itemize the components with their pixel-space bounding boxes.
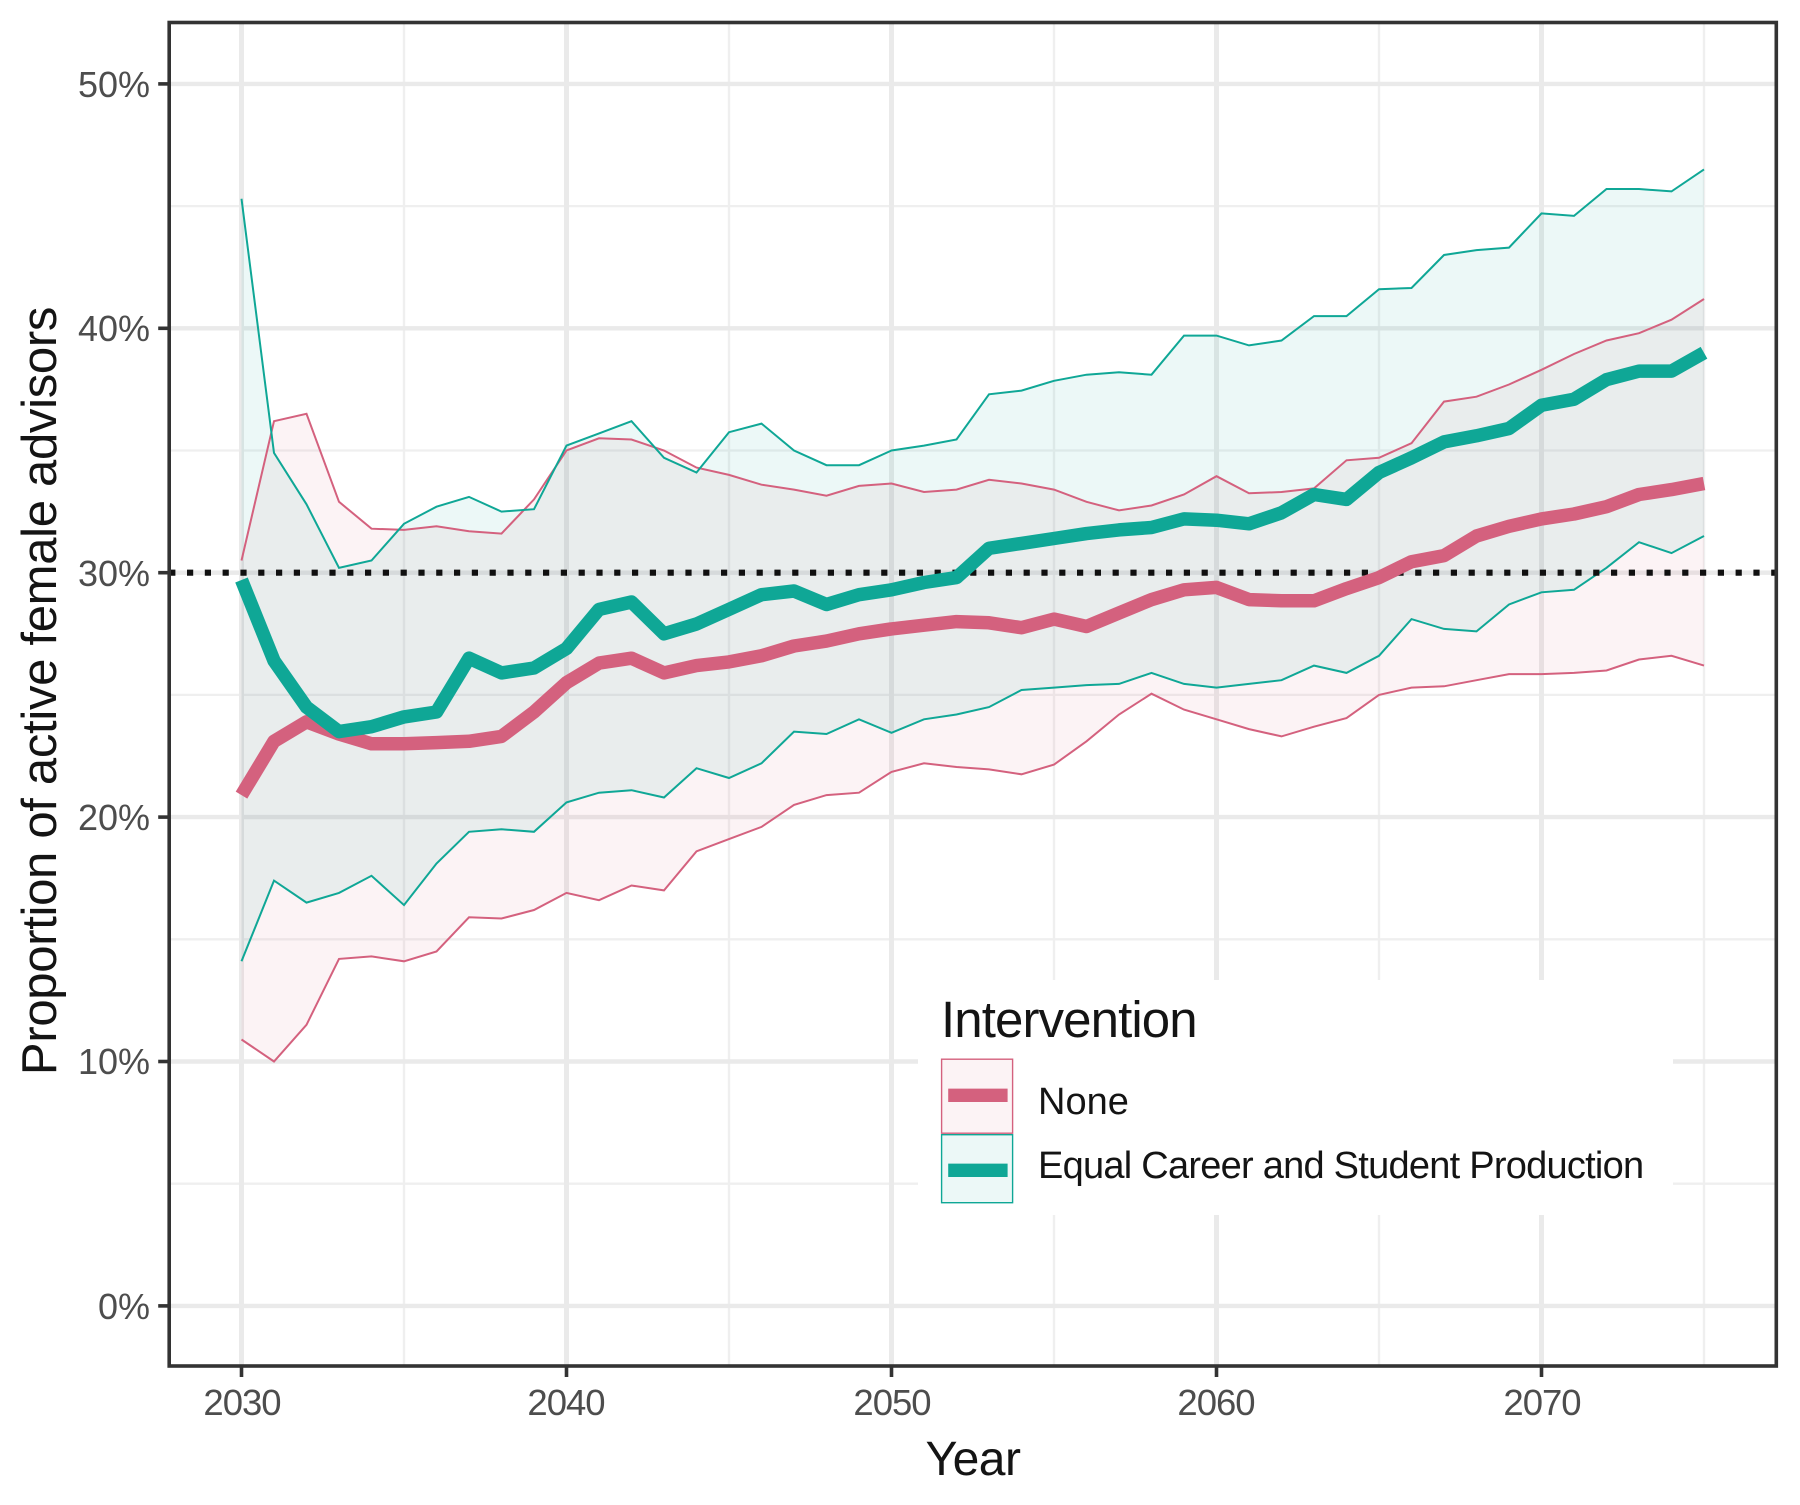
- svg-text:50%: 50%: [78, 64, 150, 105]
- svg-text:2040: 2040: [527, 1382, 604, 1423]
- svg-text:Intervention: Intervention: [941, 991, 1197, 1048]
- svg-text:20%: 20%: [78, 797, 150, 838]
- svg-text:2050: 2050: [853, 1382, 930, 1423]
- svg-text:None: None: [1038, 1081, 1129, 1123]
- svg-text:Proportion of active female ad: Proportion of active female advisors: [13, 307, 67, 1075]
- svg-text:30%: 30%: [78, 553, 150, 594]
- svg-text:Year: Year: [926, 1433, 1022, 1486]
- svg-text:10%: 10%: [78, 1041, 150, 1082]
- svg-text:2070: 2070: [1503, 1382, 1580, 1423]
- svg-text:40%: 40%: [78, 308, 150, 349]
- svg-text:2060: 2060: [1177, 1382, 1254, 1423]
- svg-text:0%: 0%: [98, 1286, 150, 1327]
- svg-text:Equal Career and Student Produ: Equal Career and Student Production: [1038, 1145, 1643, 1187]
- svg-text:2030: 2030: [203, 1382, 280, 1423]
